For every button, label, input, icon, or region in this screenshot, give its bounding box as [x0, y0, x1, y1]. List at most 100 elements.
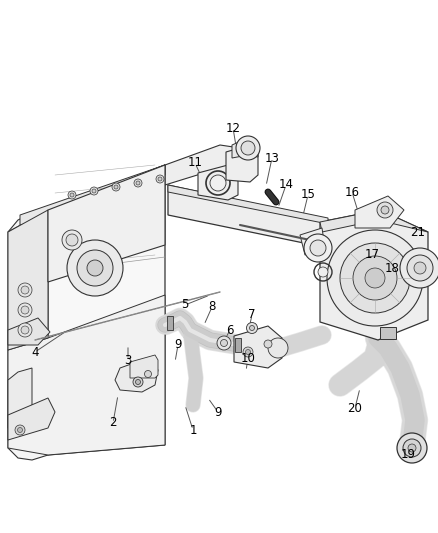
Circle shape: [18, 303, 32, 317]
Text: 15: 15: [300, 189, 315, 201]
Text: 4: 4: [31, 345, 39, 359]
Polygon shape: [130, 355, 158, 378]
Polygon shape: [234, 326, 282, 368]
Circle shape: [70, 193, 74, 197]
Circle shape: [135, 379, 141, 384]
Circle shape: [134, 179, 142, 187]
Text: 17: 17: [364, 248, 379, 262]
Polygon shape: [300, 228, 325, 255]
Circle shape: [327, 230, 423, 326]
Circle shape: [268, 338, 288, 358]
Polygon shape: [8, 210, 48, 350]
Text: 6: 6: [226, 324, 234, 336]
Text: 8: 8: [208, 301, 215, 313]
Bar: [380, 327, 396, 339]
Polygon shape: [8, 398, 55, 440]
Polygon shape: [320, 210, 428, 232]
Text: 20: 20: [348, 401, 362, 415]
Circle shape: [18, 323, 32, 337]
Circle shape: [67, 240, 123, 296]
Circle shape: [210, 175, 226, 191]
Polygon shape: [8, 210, 48, 460]
Text: 5: 5: [181, 298, 189, 311]
Circle shape: [407, 255, 433, 281]
Text: 3: 3: [124, 353, 132, 367]
Circle shape: [217, 336, 231, 350]
Circle shape: [136, 181, 140, 185]
Polygon shape: [8, 318, 50, 345]
Circle shape: [241, 141, 255, 155]
Polygon shape: [198, 165, 238, 200]
Circle shape: [18, 283, 32, 297]
Circle shape: [408, 444, 416, 452]
Polygon shape: [165, 145, 240, 185]
Circle shape: [264, 340, 272, 348]
Circle shape: [403, 439, 421, 457]
Polygon shape: [168, 185, 330, 248]
Circle shape: [21, 326, 29, 334]
Circle shape: [310, 240, 326, 256]
Text: 7: 7: [248, 309, 256, 321]
Circle shape: [414, 262, 426, 274]
Text: 21: 21: [410, 225, 425, 238]
Polygon shape: [232, 138, 258, 158]
Circle shape: [243, 347, 253, 357]
Text: 13: 13: [265, 151, 279, 165]
Circle shape: [62, 230, 82, 250]
Polygon shape: [168, 185, 328, 224]
Circle shape: [377, 202, 393, 218]
Circle shape: [77, 250, 113, 286]
Polygon shape: [48, 165, 165, 282]
Text: 14: 14: [279, 179, 293, 191]
Text: 9: 9: [214, 406, 222, 418]
Circle shape: [397, 433, 427, 463]
Circle shape: [145, 370, 152, 377]
Polygon shape: [355, 196, 404, 228]
Circle shape: [340, 243, 410, 313]
Circle shape: [92, 189, 96, 193]
Circle shape: [318, 267, 328, 277]
Text: 9: 9: [174, 338, 182, 351]
Polygon shape: [8, 368, 32, 432]
Circle shape: [18, 427, 22, 432]
Text: 1: 1: [189, 424, 197, 437]
Circle shape: [365, 268, 385, 288]
Circle shape: [304, 234, 332, 262]
Text: 18: 18: [385, 262, 399, 274]
Polygon shape: [226, 145, 258, 182]
Circle shape: [236, 136, 260, 160]
Text: 16: 16: [345, 185, 360, 198]
Polygon shape: [20, 165, 165, 225]
Circle shape: [21, 286, 29, 294]
Bar: [235, 338, 241, 352]
Circle shape: [66, 234, 78, 246]
Circle shape: [381, 206, 389, 214]
Circle shape: [21, 306, 29, 314]
Circle shape: [90, 187, 98, 195]
Circle shape: [246, 350, 251, 354]
Circle shape: [156, 175, 164, 183]
Text: 10: 10: [240, 351, 255, 365]
Circle shape: [220, 340, 227, 346]
Circle shape: [15, 425, 25, 435]
Circle shape: [158, 177, 162, 181]
Circle shape: [250, 326, 254, 330]
Polygon shape: [8, 165, 165, 232]
Circle shape: [133, 377, 143, 387]
Circle shape: [114, 185, 118, 189]
Circle shape: [68, 191, 76, 199]
Text: 11: 11: [187, 157, 202, 169]
Polygon shape: [115, 358, 158, 392]
Text: 12: 12: [226, 122, 240, 134]
Circle shape: [400, 248, 438, 288]
Bar: [167, 316, 173, 330]
Circle shape: [112, 183, 120, 191]
Circle shape: [247, 322, 258, 334]
Text: 19: 19: [400, 448, 416, 462]
Circle shape: [353, 256, 397, 300]
Polygon shape: [48, 165, 165, 455]
Polygon shape: [8, 295, 165, 455]
Polygon shape: [320, 210, 428, 340]
Text: 2: 2: [109, 416, 117, 430]
Circle shape: [87, 260, 103, 276]
